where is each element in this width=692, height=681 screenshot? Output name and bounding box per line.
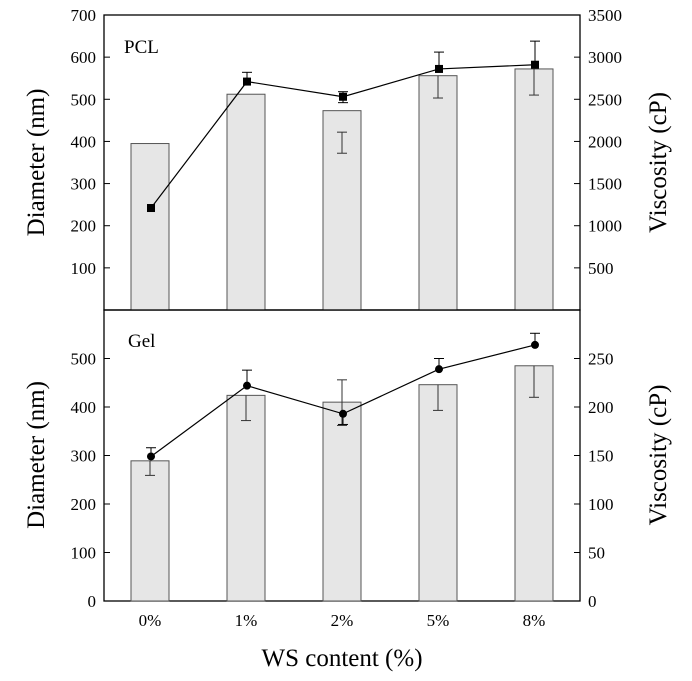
x-tick-label: 1% [235, 611, 258, 630]
viscosity-point-gel [243, 381, 251, 390]
x-axis: 0% 1% 2% 5% 8% [139, 611, 546, 630]
panel-gel: Gel 0 100 200 300 400 500 0 50 100 150 200 250 Diam… [23, 309, 672, 611]
y-tick-label-right-gel: 50 [588, 544, 605, 563]
y-tick-label-right-gel: 150 [588, 447, 614, 466]
bar-pcl [418, 75, 458, 311]
y-tick-label-right-pcl: 2000 [588, 132, 622, 151]
y-tick-label-left-gel: 300 [71, 447, 97, 466]
x-axis-title: WS content (%) [261, 645, 422, 672]
y-tick-label-left-pcl: 700 [71, 6, 97, 25]
panel-pcl: PCL 100 200 300 400 500 600 700 500 1000 1500 2000… [23, 6, 672, 311]
bar-gel [514, 365, 554, 602]
x-tick-label: 2% [331, 611, 354, 630]
y-tick-label-left-pcl: 200 [71, 217, 97, 236]
x-tick-label: 0% [139, 611, 162, 630]
marks-gel: 0 100 200 300 400 500 0 50 100 150 200 250 [71, 332, 614, 611]
y-tick-label-right-gel: 200 [588, 398, 614, 417]
y-tick-label-right-pcl: 2500 [588, 90, 622, 109]
y-tick-label-right-gel: 0 [588, 592, 597, 611]
y-tick-label-right-pcl: 3000 [588, 48, 622, 67]
viscosity-point-gel [339, 409, 347, 418]
bar-pcl [130, 143, 170, 311]
panel-label-pcl: PCL [124, 37, 159, 58]
viscosity-point-gel [435, 365, 443, 374]
y-tick-label-left-pcl: 300 [71, 175, 97, 194]
bar-pcl [514, 68, 554, 311]
y-tick-label-right-gel: 250 [588, 350, 614, 369]
viscosity-point-pcl [339, 92, 347, 101]
viscosity-point-gel [531, 340, 539, 349]
y-axis-title-right-gel: Viscosity (cP) [645, 385, 672, 526]
y-tick-label-right-pcl: 3500 [588, 6, 622, 25]
viscosity-point-pcl [147, 204, 155, 213]
y-tick-label-left-gel: 0 [88, 592, 97, 611]
bar-gel [322, 401, 362, 602]
bar-gel [418, 384, 458, 602]
bar-gel [130, 460, 170, 602]
x-tick-label: 8% [523, 611, 546, 630]
y-tick-label-right-pcl: 1000 [588, 217, 622, 236]
y-tick-label-left-pcl: 600 [71, 48, 97, 67]
y-tick-label-right-gel: 100 [588, 495, 614, 514]
y-tick-label-left-gel: 500 [71, 350, 97, 369]
y-tick-label-left-pcl: 400 [71, 132, 97, 151]
y-tick-label-left-gel: 400 [71, 398, 97, 417]
viscosity-point-pcl [531, 60, 539, 69]
y-tick-label-left-gel: 200 [71, 495, 97, 514]
bar-pcl [226, 93, 266, 311]
viscosity-point-gel [147, 452, 155, 461]
y-axis-title-left-pcl: Diameter (nm) [23, 89, 50, 237]
y-axis-title-right-pcl: Viscosity (cP) [645, 92, 672, 233]
bar-gel [226, 394, 266, 602]
y-axis-title-left-gel: Diameter (nm) [23, 381, 50, 529]
panel-label-gel: Gel [128, 331, 155, 352]
y-tick-label-right-pcl: 1500 [588, 175, 622, 194]
y-tick-label-left-gel: 100 [71, 544, 97, 563]
viscosity-point-pcl [435, 64, 443, 73]
x-tick-label: 5% [427, 611, 450, 630]
y-tick-label-right-pcl: 500 [588, 259, 614, 278]
y-tick-label-left-pcl: 500 [71, 90, 97, 109]
y-tick-label-left-pcl: 100 [71, 259, 97, 278]
viscosity-point-pcl [243, 77, 251, 86]
